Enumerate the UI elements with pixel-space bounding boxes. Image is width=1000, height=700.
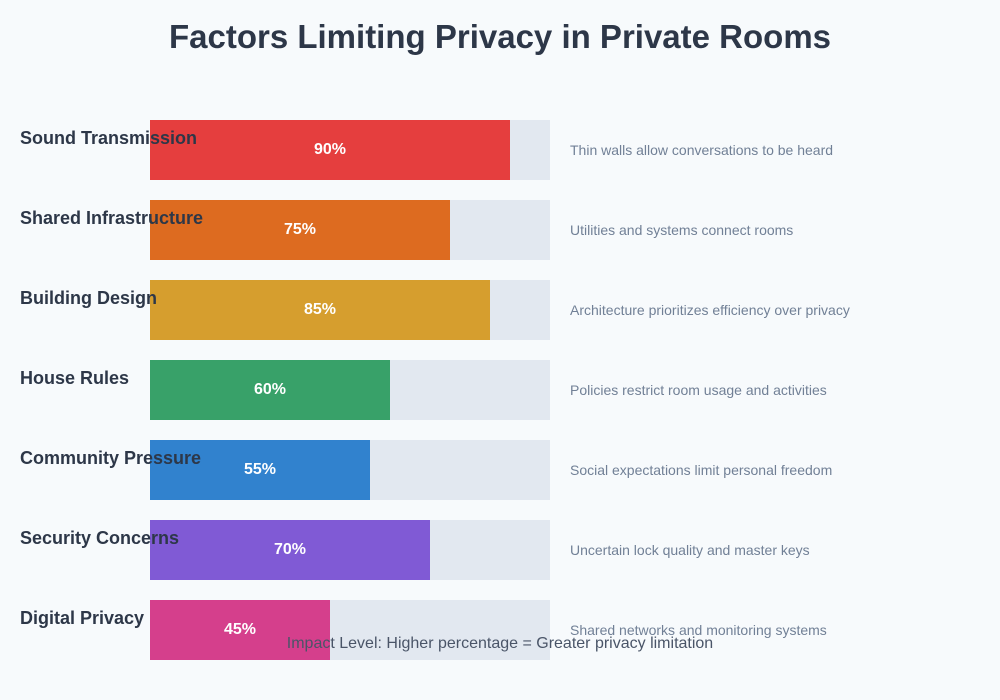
bar-row: 45% Digital Privacy Shared networks and …: [0, 600, 1000, 660]
bar-row: 60% House Rules Policies restrict room u…: [0, 360, 1000, 420]
bar: [150, 120, 510, 180]
bar-row: 75% Shared Infrastructure Utilities and …: [0, 200, 1000, 260]
description-label: Utilities and systems connect rooms: [570, 222, 794, 238]
bar-track: 85%: [150, 280, 550, 340]
value-label: 90%: [313, 141, 347, 158]
bar: [150, 520, 430, 580]
value-label: 45%: [223, 621, 257, 638]
value-label: 55%: [243, 461, 277, 478]
description-label: Social expectations limit personal freed…: [570, 462, 833, 478]
category-label: Security Concerns: [20, 528, 180, 548]
value-label: 85%: [303, 301, 337, 318]
bar-row: 85% Building Design Architecture priorit…: [0, 280, 1000, 340]
description-label: Uncertain lock quality and master keys: [570, 542, 810, 558]
value-label: 75%: [283, 221, 317, 238]
bar: [150, 280, 490, 340]
value-label: 70%: [273, 541, 307, 558]
bar-row: 55% Community Pressure Social expectatio…: [0, 440, 1000, 500]
bar: [150, 200, 450, 260]
category-label: Shared Infrastructure: [20, 208, 204, 228]
bar-row: 90% Sound Transmission Thin walls allow …: [0, 120, 1000, 180]
category-label: House Rules: [20, 368, 130, 388]
category-label: Community Pressure: [20, 448, 202, 468]
bar-track: 55%: [150, 440, 550, 500]
footnote: Impact Level: Higher percentage = Greate…: [286, 635, 714, 652]
description-label: Thin walls allow conversations to be hea…: [570, 142, 834, 158]
bar-track: 75%: [150, 200, 550, 260]
bar-track: 70%: [150, 520, 550, 580]
chart-title: Factors Limiting Privacy in Private Room…: [168, 18, 832, 55]
description-label: Architecture prioritizes efficiency over…: [570, 302, 850, 318]
bar-row: 70% Security Concerns Uncertain lock qua…: [0, 520, 1000, 580]
bar-track: 90%: [150, 120, 550, 180]
bar-track: 60%: [150, 360, 550, 420]
bar-track: 45%: [150, 600, 550, 660]
category-label: Digital Privacy: [20, 608, 145, 628]
bar: [150, 600, 330, 660]
category-label: Building Design: [20, 288, 157, 308]
bar: [150, 440, 370, 500]
category-label: Sound Transmission: [20, 128, 198, 148]
description-label: Shared networks and monitoring systems: [570, 622, 827, 638]
bar: [150, 360, 390, 420]
description-label: Policies restrict room usage and activit…: [570, 382, 827, 398]
value-label: 60%: [253, 381, 287, 398]
